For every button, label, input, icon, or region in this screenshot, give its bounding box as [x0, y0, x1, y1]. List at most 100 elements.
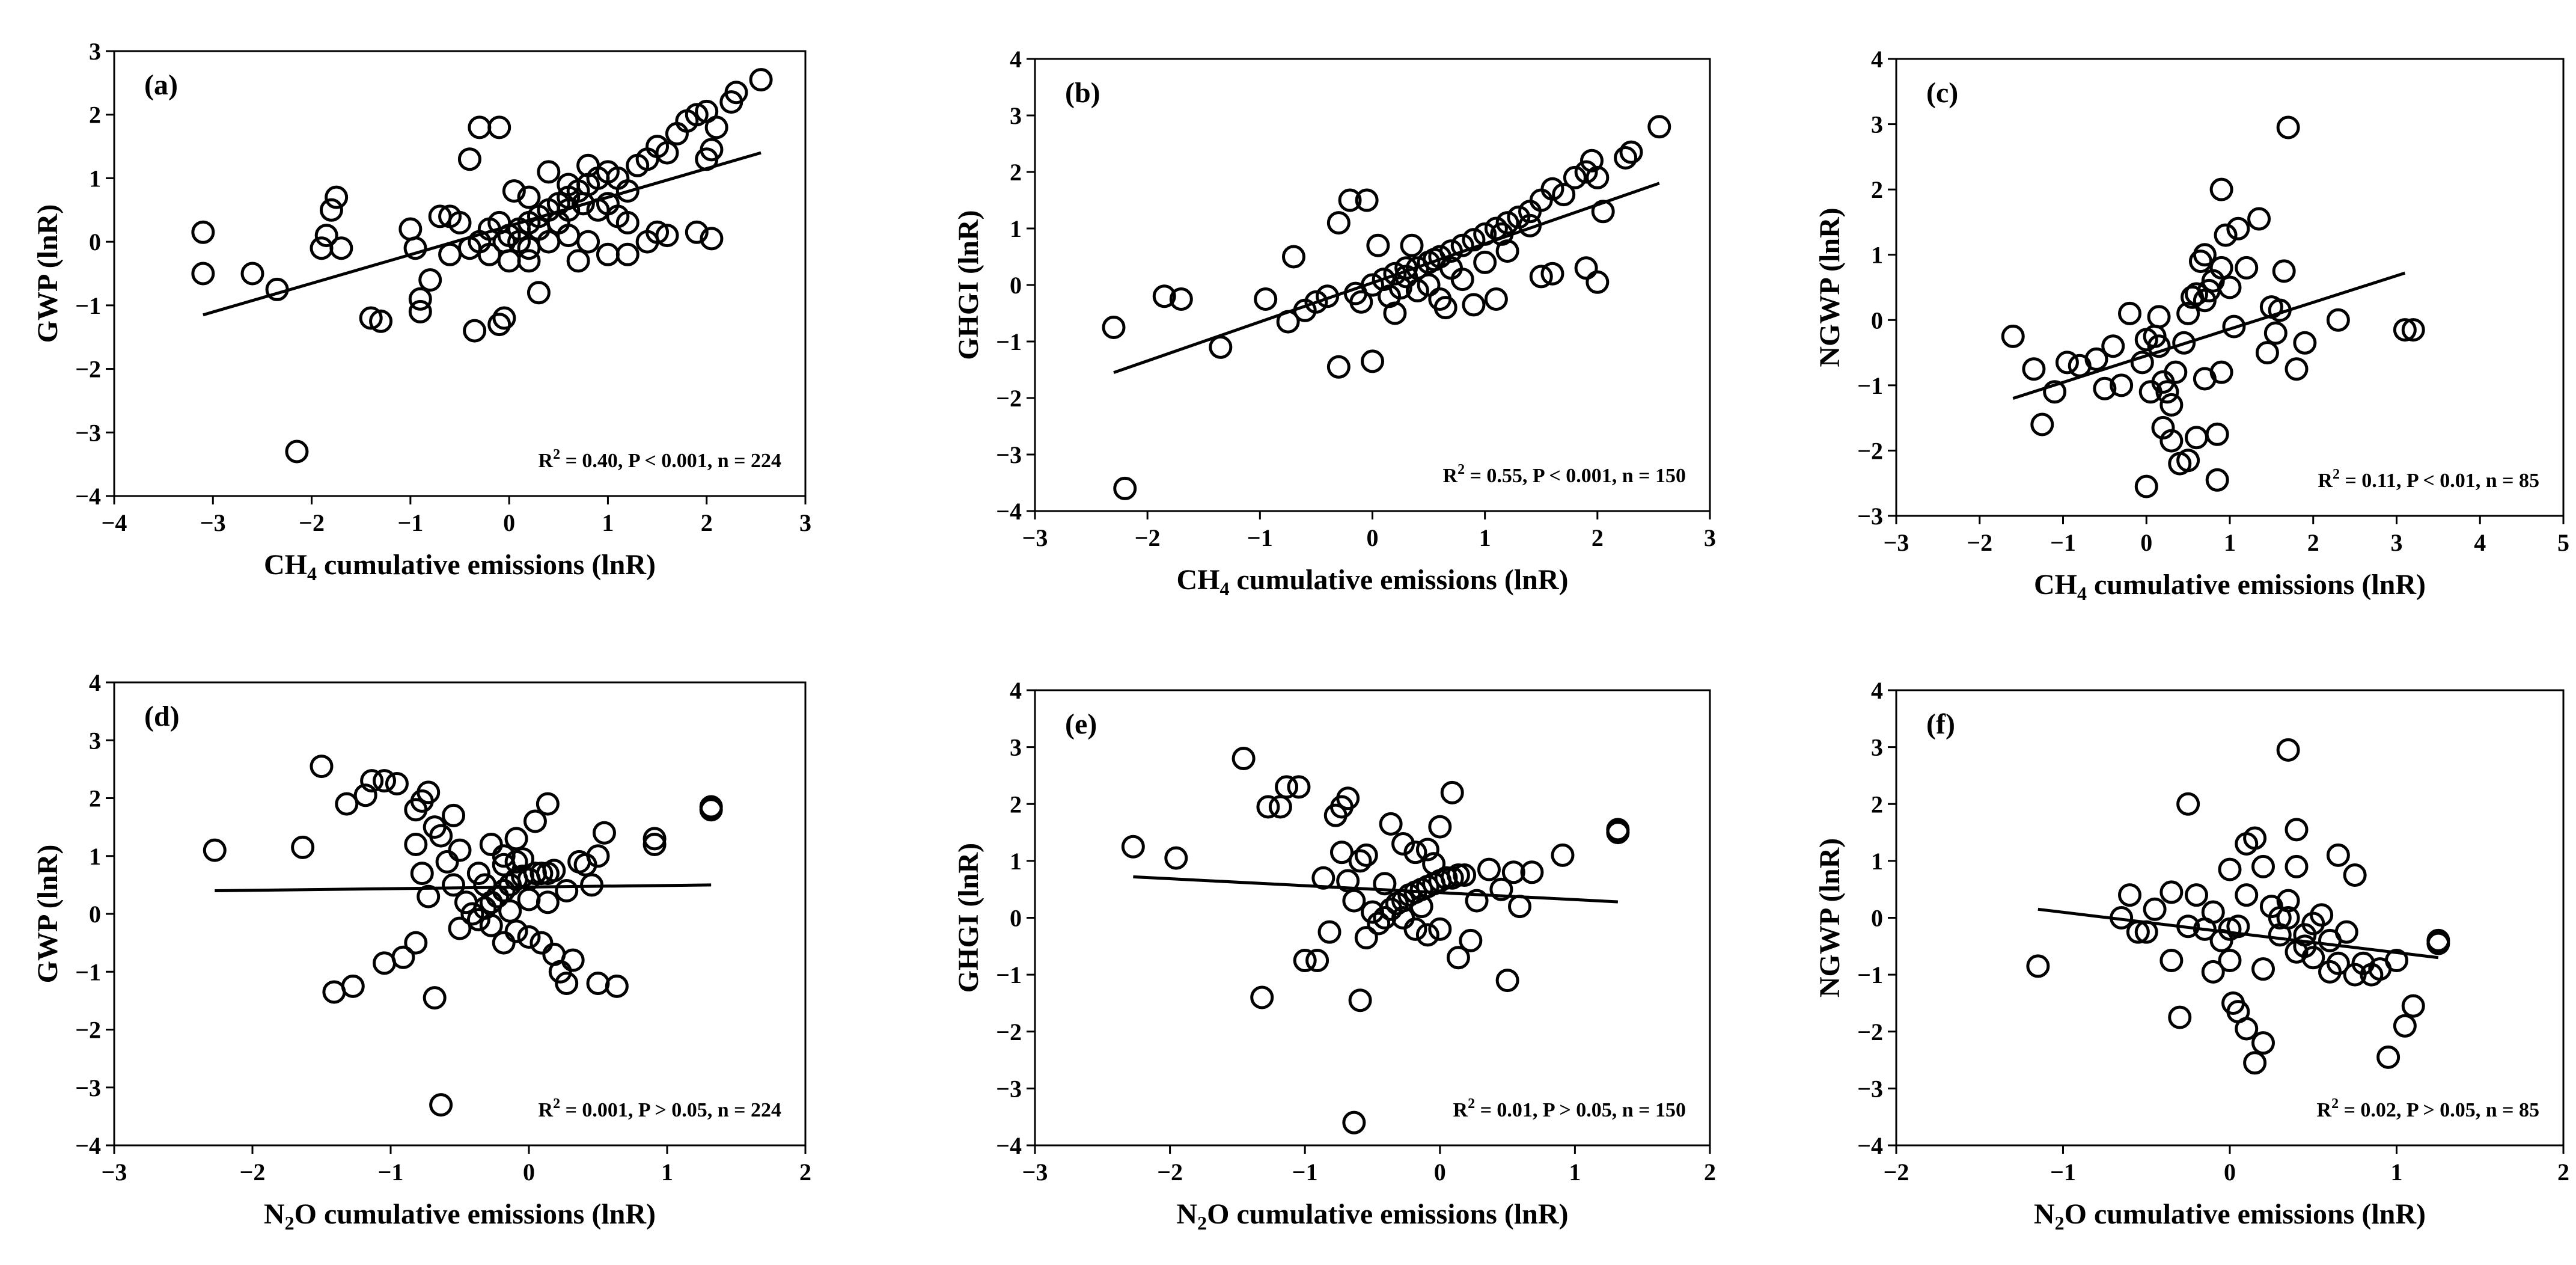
data-point — [2243, 826, 2267, 850]
x-tick-label: −1 — [2050, 1159, 2076, 1186]
data-point — [2218, 275, 2242, 299]
data-point — [448, 916, 472, 940]
y-tick-label: 3 — [89, 38, 101, 65]
data-point — [492, 879, 516, 902]
data-point — [335, 792, 359, 816]
data-point — [1304, 290, 1328, 314]
data-point — [1489, 877, 1513, 901]
y-tick-label: −4 — [996, 1132, 1022, 1159]
data-point — [2235, 256, 2259, 280]
x-axis-title: N2O cumulative emissions (lnR) — [264, 1198, 656, 1234]
data-point — [1354, 843, 1378, 867]
data-point — [1342, 1110, 1366, 1135]
data-point — [457, 147, 481, 171]
data-point — [2293, 331, 2317, 355]
data-point — [1428, 815, 1452, 839]
data-point — [2110, 373, 2134, 397]
fit-line — [203, 151, 762, 317]
data-point — [2343, 863, 2367, 887]
y-tick-label: 0 — [1010, 272, 1022, 299]
x-tick-label: −3 — [102, 1159, 127, 1186]
data-point — [537, 160, 561, 184]
y-tick-label: −4 — [75, 483, 101, 510]
data-point — [2143, 897, 2167, 921]
data-point — [1326, 211, 1351, 235]
data-point — [517, 249, 541, 273]
data-point — [1293, 948, 1317, 972]
data-point — [466, 908, 490, 932]
x-tick-label: −2 — [240, 1159, 266, 1186]
data-point — [2193, 243, 2217, 267]
data-point — [429, 1093, 453, 1117]
data-point — [1268, 795, 1292, 819]
x-tick-label: −3 — [200, 509, 226, 536]
data-point — [548, 960, 572, 984]
data-point — [1275, 775, 1299, 799]
data-point — [2176, 792, 2200, 816]
data-point — [523, 809, 547, 833]
data-point — [1391, 906, 1415, 930]
data-point — [685, 103, 709, 127]
data-point — [1495, 211, 1519, 235]
x-tick-label: 0 — [2224, 1159, 2236, 1186]
data-point — [504, 827, 528, 851]
x-tick-label: −2 — [1967, 529, 1992, 556]
data-point — [2318, 960, 2342, 984]
stats-annotation: R2 = 0.001, P > 0.05, n = 224 — [539, 1096, 782, 1121]
data-point — [435, 850, 459, 874]
data-point — [2243, 1051, 2267, 1075]
y-tick-label: −3 — [996, 1075, 1022, 1102]
data-point — [1373, 872, 1397, 896]
data-point — [504, 919, 528, 943]
data-point — [536, 792, 560, 816]
data-point — [2176, 301, 2200, 325]
data-point — [2164, 360, 2188, 384]
x-axis-title: CH4 cumulative emissions (lnR) — [264, 549, 656, 584]
data-point — [2222, 314, 2246, 338]
data-point — [2130, 351, 2154, 375]
data-point — [2251, 1031, 2275, 1055]
data-point — [1305, 948, 1329, 972]
data-point — [417, 884, 441, 908]
data-point — [1121, 835, 1145, 859]
plot-frame — [1895, 58, 2565, 517]
data-point — [2376, 1045, 2401, 1069]
data-point — [615, 242, 639, 266]
data-point — [2393, 1014, 2417, 1038]
data-point — [1462, 293, 1486, 317]
y-tick-label: 1 — [1871, 848, 1883, 875]
data-point — [1361, 349, 1384, 373]
x-tick-label: −1 — [397, 509, 423, 536]
data-point — [1361, 900, 1384, 924]
data-point — [2276, 738, 2300, 762]
data-point — [1409, 895, 1433, 919]
data-point — [1113, 476, 1137, 500]
data-point — [325, 185, 349, 209]
data-point — [2205, 422, 2229, 446]
data-point — [2168, 1005, 2192, 1029]
fit-line — [1113, 182, 1660, 375]
data-point — [423, 986, 447, 1010]
y-tick-label: 1 — [89, 843, 101, 870]
data-point — [635, 230, 659, 254]
data-point — [530, 862, 554, 886]
data-point — [1415, 838, 1439, 862]
x-tick-label: −2 — [1157, 1159, 1183, 1186]
data-point — [360, 769, 384, 793]
data-point — [373, 769, 397, 793]
data-point — [704, 115, 728, 139]
data-point — [492, 230, 516, 254]
y-axis-title: GWP (lnR) — [32, 845, 64, 984]
y-tick-label: −2 — [75, 356, 101, 383]
data-point — [2209, 256, 2233, 280]
data-point — [2226, 216, 2250, 240]
data-point — [1473, 250, 1497, 274]
data-point — [561, 948, 585, 972]
data-point — [1586, 270, 1610, 294]
data-point — [2205, 468, 2229, 492]
data-point — [2209, 177, 2233, 201]
data-point — [2185, 426, 2208, 450]
data-point — [2263, 321, 2288, 345]
data-point — [2255, 341, 2279, 365]
